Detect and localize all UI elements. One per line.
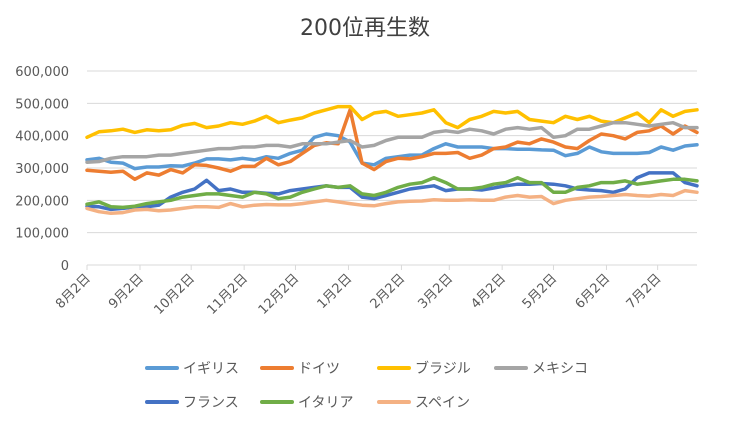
y-tick-label: 600,000 (15, 65, 69, 80)
y-tick-label: 100,000 (15, 227, 69, 242)
y-tick-label: 500,000 (15, 97, 69, 112)
series-line-1 (85, 108, 699, 182)
legend-label: メキシコ (532, 361, 588, 377)
legend-label: フランス (183, 395, 239, 411)
y-tick-label: 400,000 (15, 130, 69, 145)
y-tick-label: 300,000 (15, 162, 69, 177)
series-line-3 (85, 120, 699, 164)
legend-label: イタリア (298, 395, 353, 411)
series-line-4 (85, 171, 699, 212)
series-lines (85, 104, 699, 216)
series-line-2 (85, 104, 699, 140)
series-line-0 (85, 132, 699, 171)
legend-label: イギリス (183, 361, 239, 377)
series-line-6 (85, 188, 699, 216)
legend-label: スペイン (415, 395, 470, 411)
y-tick-label: 200,000 (15, 194, 69, 209)
chart-title: 200位再生数 (300, 16, 430, 41)
series-line-5 (85, 175, 699, 210)
legend-label: ブラジル (415, 360, 471, 377)
legend-label: ドイツ (298, 361, 340, 377)
y-tick-label: 0 (61, 259, 69, 274)
